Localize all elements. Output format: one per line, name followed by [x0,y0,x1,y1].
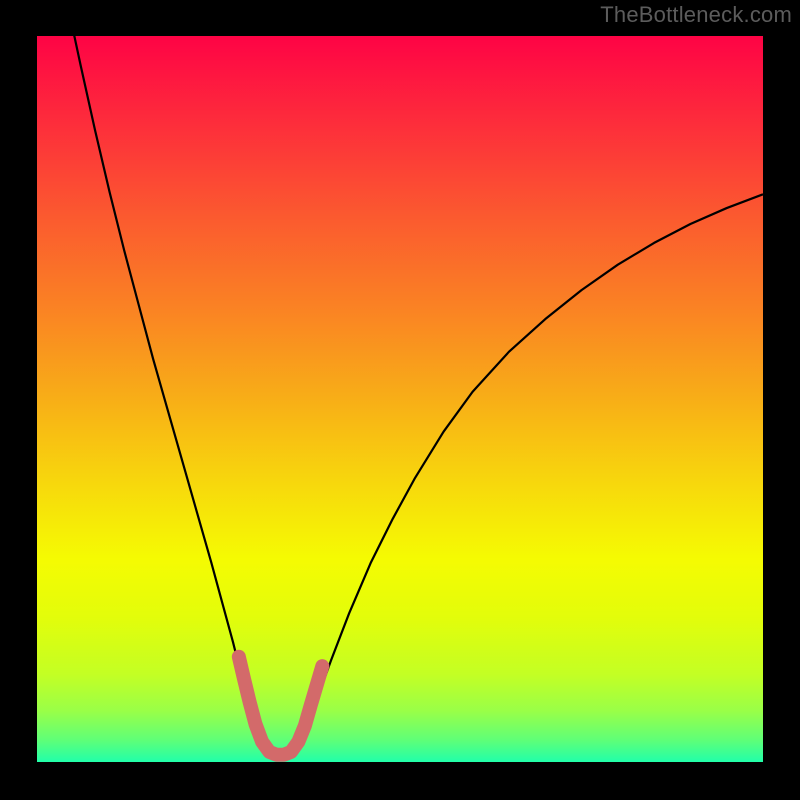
bottleneck-chart [0,0,800,800]
plot-background [37,36,763,762]
watermark-text: TheBottleneck.com [600,2,792,28]
chart-container: TheBottleneck.com [0,0,800,800]
